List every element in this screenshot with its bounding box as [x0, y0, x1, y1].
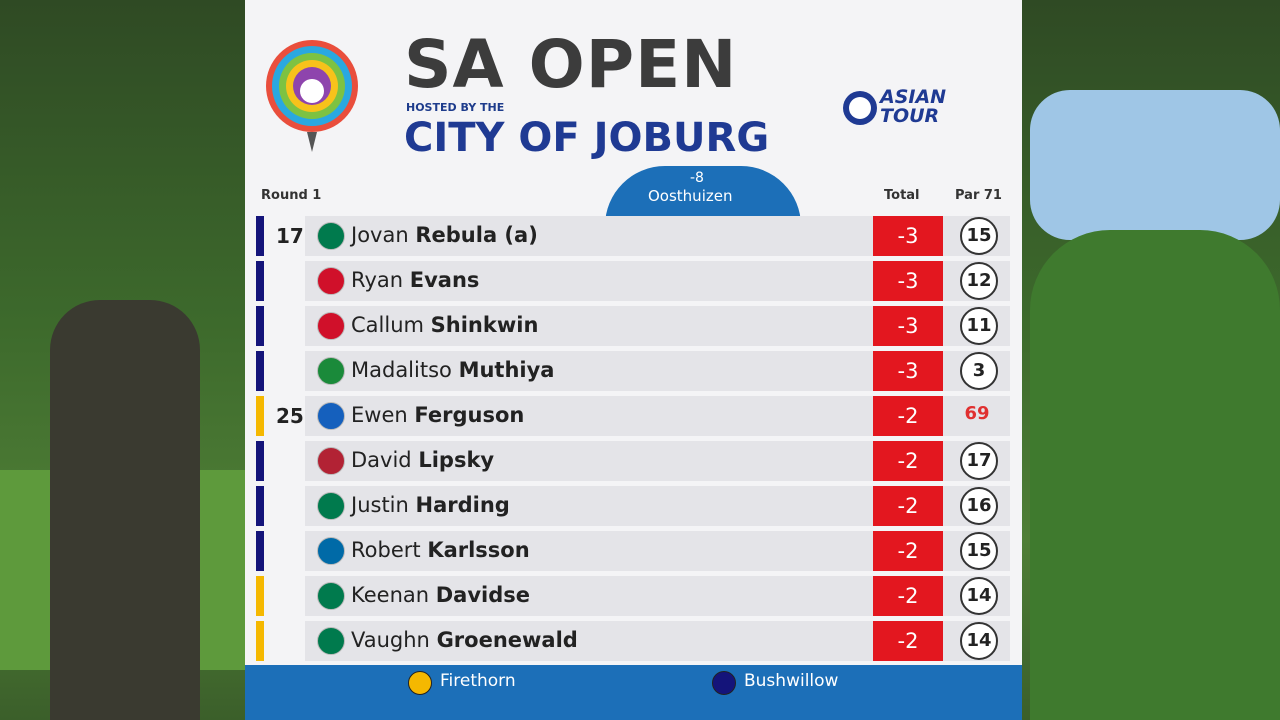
- player-name: Keenan Davidse: [351, 583, 530, 607]
- player-name: Ryan Evans: [351, 268, 479, 292]
- first-name: Robert: [351, 538, 421, 562]
- leader-score: -8: [690, 170, 704, 186]
- column-header: Total: [884, 188, 920, 203]
- total-score: -2: [873, 621, 943, 661]
- legend-swatch: [712, 671, 736, 695]
- course-bar: [256, 621, 264, 661]
- thru: 14: [960, 577, 998, 615]
- player-name: Madalitso Muthiya: [351, 358, 554, 382]
- thru: 11: [960, 307, 998, 345]
- player-name: Vaughn Groenewald: [351, 628, 578, 652]
- last-name: Rebula (a): [415, 223, 538, 247]
- player-name: Callum Shinkwin: [351, 313, 538, 337]
- player-name: Ewen Ferguson: [351, 403, 524, 427]
- total-score: -3: [873, 261, 943, 301]
- thru: 12: [960, 262, 998, 300]
- sky: [1030, 90, 1280, 240]
- last-name: Shinkwin: [430, 313, 539, 337]
- course-bar: [256, 351, 264, 391]
- leader-name: Oosthuizen: [648, 187, 733, 205]
- flag: [317, 357, 345, 385]
- first-name: Vaughn: [351, 628, 430, 652]
- thru: 14: [960, 622, 998, 660]
- first-name: Ewen: [351, 403, 408, 427]
- flag: [317, 447, 345, 475]
- thru: 15: [960, 532, 998, 570]
- course-bar: [256, 306, 264, 346]
- subtitle: HOSTED BY THE: [406, 101, 505, 114]
- first-name: Jovan: [351, 223, 409, 247]
- player-name: David Lipsky: [351, 448, 494, 472]
- last-name: Harding: [415, 493, 510, 517]
- player-name: Jovan Rebula (a): [351, 223, 538, 247]
- total-score: -2: [873, 441, 943, 481]
- thru: 15: [960, 217, 998, 255]
- last-name: Ferguson: [414, 403, 525, 427]
- footer: [245, 665, 1022, 720]
- thru: 17: [960, 442, 998, 480]
- first-name: Keenan: [351, 583, 430, 607]
- course-bar: [256, 531, 264, 571]
- thru: 69: [964, 403, 990, 424]
- thru: 16: [960, 487, 998, 525]
- flag: [317, 267, 345, 295]
- last-name: Lipsky: [418, 448, 495, 472]
- flag: [317, 492, 345, 520]
- first-name: Callum: [351, 313, 424, 337]
- course-bar: [256, 486, 264, 526]
- sponsor-logo: [843, 91, 877, 125]
- last-name: Muthiya: [458, 358, 555, 382]
- total-score: -3: [873, 216, 943, 256]
- flag: [317, 582, 345, 610]
- total-score: -2: [873, 396, 943, 436]
- last-name: Karlsson: [427, 538, 530, 562]
- course-bar: [256, 261, 264, 301]
- legend-label: Firethorn: [440, 671, 516, 691]
- total-score: -2: [873, 486, 943, 526]
- flag: [317, 627, 345, 655]
- course-bar: [256, 576, 264, 616]
- flag: [317, 402, 345, 430]
- first-name: Madalitso: [351, 358, 452, 382]
- first-name: David: [351, 448, 412, 472]
- flag: [317, 312, 345, 340]
- last-name: Groenewald: [436, 628, 578, 652]
- last-name: Davidse: [435, 583, 531, 607]
- course-bar: [256, 396, 264, 436]
- column-header: Par 71: [955, 188, 1002, 203]
- total-score: -3: [873, 351, 943, 391]
- sponsor: ASIAN TOUR: [880, 86, 947, 127]
- first-name: Justin: [351, 493, 409, 517]
- flag: [317, 222, 345, 250]
- player-name: Justin Harding: [351, 493, 510, 517]
- total-score: -2: [873, 576, 943, 616]
- city: CITY OF JOBURG: [404, 115, 770, 161]
- legend-swatch: [408, 671, 432, 695]
- trees: [1030, 230, 1280, 720]
- legend-label: Bushwillow: [744, 671, 839, 691]
- last-name: Evans: [409, 268, 480, 292]
- first-name: Ryan: [351, 268, 404, 292]
- event-logo: [266, 40, 358, 152]
- flag: [317, 537, 345, 565]
- title: SA OPEN: [404, 26, 738, 103]
- course-bar: [256, 441, 264, 481]
- position: 17: [276, 224, 304, 248]
- tree-trunk: [50, 300, 200, 720]
- course-bar: [256, 216, 264, 256]
- thru: 3: [960, 352, 998, 390]
- player-name: Robert Karlsson: [351, 538, 530, 562]
- round-label: Round 1: [261, 188, 322, 203]
- total-score: -2: [873, 531, 943, 571]
- position: 25: [276, 404, 304, 428]
- total-score: -3: [873, 306, 943, 346]
